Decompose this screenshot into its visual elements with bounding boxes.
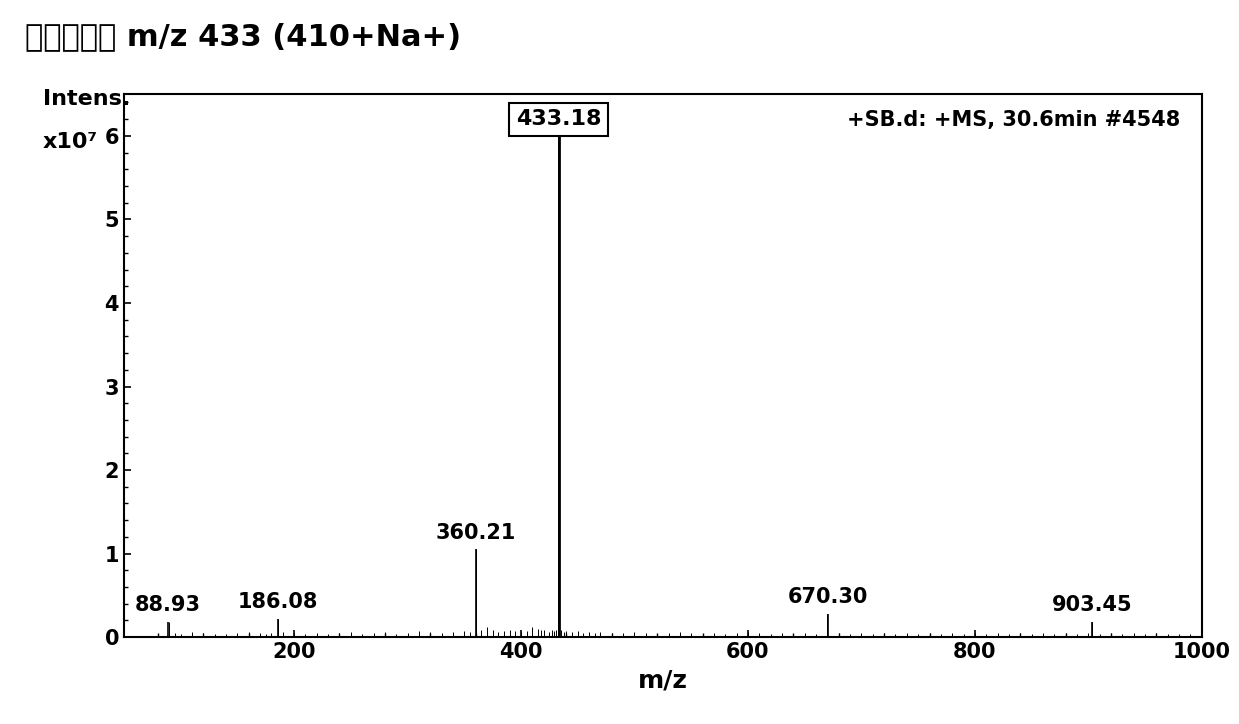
X-axis label: m/z: m/z: [638, 669, 688, 693]
Text: +SB.d: +MS, 30.6min #4548: +SB.d: +MS, 30.6min #4548: [847, 110, 1181, 130]
Text: Intens.: Intens.: [43, 89, 130, 109]
Text: x10⁷: x10⁷: [43, 132, 98, 152]
Text: 88.93: 88.93: [135, 595, 201, 615]
Text: 正離子模式 m/z 433 (410+Na+): 正離子模式 m/z 433 (410+Na+): [25, 22, 461, 51]
Text: 670.30: 670.30: [788, 587, 867, 607]
Text: 186.08: 186.08: [238, 592, 318, 612]
Text: 360.21: 360.21: [436, 523, 517, 543]
Text: 433.18: 433.18: [515, 109, 601, 129]
Text: 903.45: 903.45: [1052, 595, 1132, 615]
